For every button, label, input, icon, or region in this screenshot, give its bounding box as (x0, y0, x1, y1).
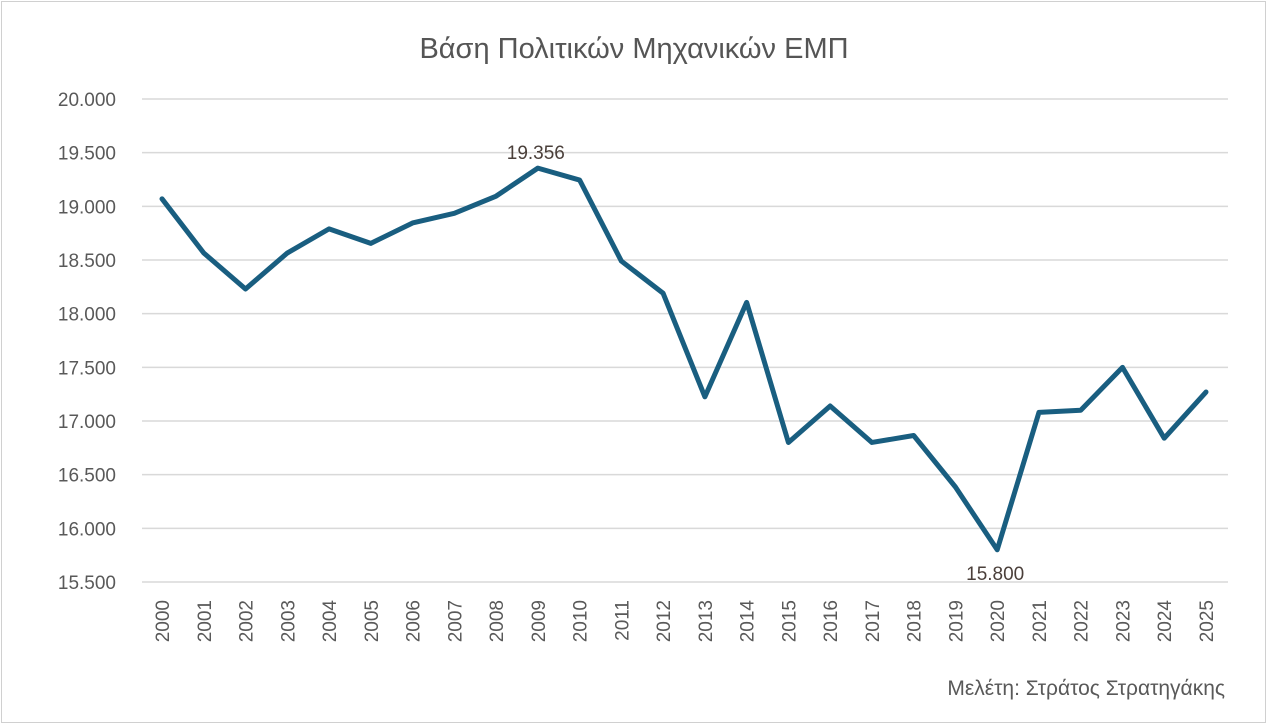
x-tick-label: 2018 (905, 600, 926, 642)
chart-title: Βάση Πολιτικών Μηχανικών ΕΜΠ (419, 33, 848, 65)
x-tick-label: 2025 (1197, 600, 1218, 642)
x-tick-label: 2010 (571, 600, 592, 642)
x-tick-label: 2005 (362, 600, 383, 642)
x-tick-label: 2006 (404, 600, 425, 642)
x-tick-label: 2021 (1030, 600, 1051, 642)
y-tick-label: 19.000 (58, 197, 116, 218)
y-tick-label: 18.500 (58, 251, 116, 272)
x-tick-label: 2013 (696, 600, 717, 642)
x-tick-label: 2015 (779, 600, 800, 642)
x-tick-label: 2004 (320, 600, 341, 643)
series-line (159, 165, 1209, 553)
y-tick-label: 19.500 (58, 144, 116, 165)
x-tick-label: 2002 (237, 600, 258, 642)
gridlines (142, 98, 1228, 583)
x-tick-label: 2007 (445, 600, 466, 642)
x-tick-label: 2016 (821, 600, 842, 642)
credit-text: Μελέτη: Στράτος Στρατηγάκης (947, 677, 1225, 700)
y-tick-label: 15.500 (58, 573, 116, 594)
x-tick-label: 2009 (529, 600, 550, 642)
x-tick-label: 2024 (1155, 600, 1176, 643)
x-tick-label: 2022 (1072, 600, 1093, 642)
data-labels: 19.356 15.800 (507, 143, 1024, 585)
x-tick-label: 2011 (612, 600, 633, 641)
x-tick-label: 2023 (1113, 600, 1134, 642)
x-tick-label: 2020 (988, 600, 1009, 642)
data-label: 15.800 (966, 564, 1024, 585)
series (159, 165, 1209, 553)
data-label: 19.356 (507, 143, 565, 164)
y-tick-label: 18.000 (58, 305, 116, 326)
x-tick-label: 2000 (153, 600, 174, 642)
y-tick-label: 16.000 (58, 519, 116, 540)
x-tick-label: 2012 (654, 600, 675, 642)
x-tick-label: 2017 (863, 600, 884, 642)
y-tick-label: 17.000 (58, 412, 116, 433)
x-tick-label: 2003 (278, 600, 299, 642)
y-tick-label: 20.000 (58, 90, 116, 111)
x-axis: 2000 2001 2002 2003 2004 2005 2006 2007 2008 2009… (153, 600, 1218, 643)
y-tick-label: 16.500 (58, 466, 116, 487)
y-tick-label: 17.500 (58, 358, 116, 379)
x-tick-label: 2008 (487, 600, 508, 642)
x-tick-label: 2014 (738, 600, 759, 643)
y-axis: 15.500 16.000 16.500 17.000 17.500 18.000 18.5… (58, 90, 116, 594)
x-tick-label: 2001 (195, 600, 216, 642)
x-tick-label: 2019 (946, 600, 967, 642)
